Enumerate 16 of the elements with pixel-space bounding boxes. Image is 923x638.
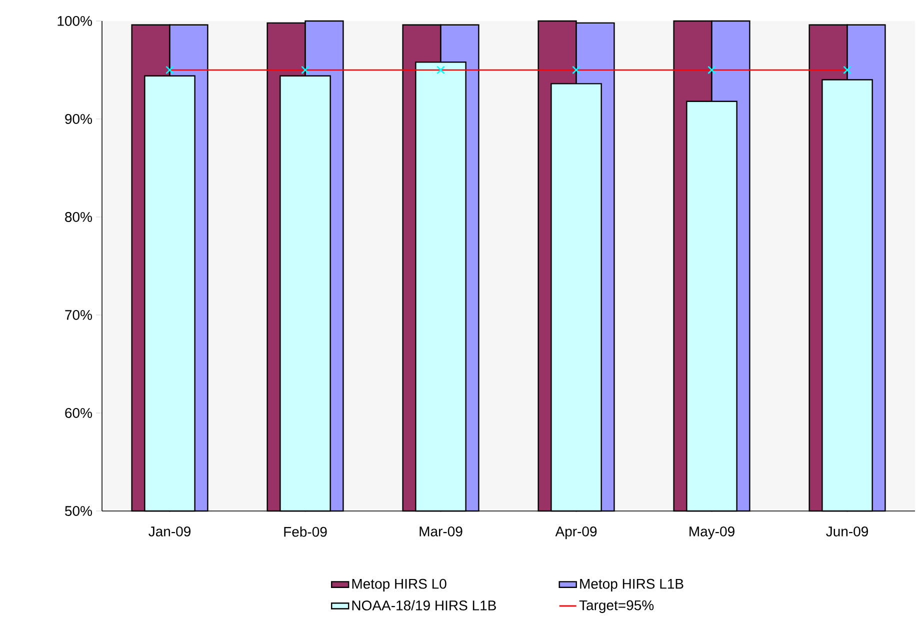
legend-label: Target=95% xyxy=(579,600,654,613)
x-tick-label: May-09 xyxy=(690,526,734,540)
legend-label: Metop HIRS L0 xyxy=(352,578,446,592)
y-tick-label: 100% xyxy=(58,16,92,26)
x-tick-label: Feb-09 xyxy=(284,526,327,537)
y-tick-label: 90% xyxy=(65,114,92,124)
y-tick-label: 50% xyxy=(65,506,92,516)
legend-label: NOAA-18/19 HIRS L1B xyxy=(352,600,496,610)
x-tick-label: Jan-09 xyxy=(148,526,190,536)
y-tick-label: 80% xyxy=(65,212,92,222)
x-tick-label: Mar-09 xyxy=(420,526,462,536)
legend-label: Metop HIRS L1B xyxy=(580,578,684,592)
y-tick-label: 70% xyxy=(65,310,92,320)
x-tick-label: Jun-09 xyxy=(826,526,868,536)
x-tick-label: Apr-09 xyxy=(555,526,597,540)
y-tick-label: 60% xyxy=(65,408,92,418)
